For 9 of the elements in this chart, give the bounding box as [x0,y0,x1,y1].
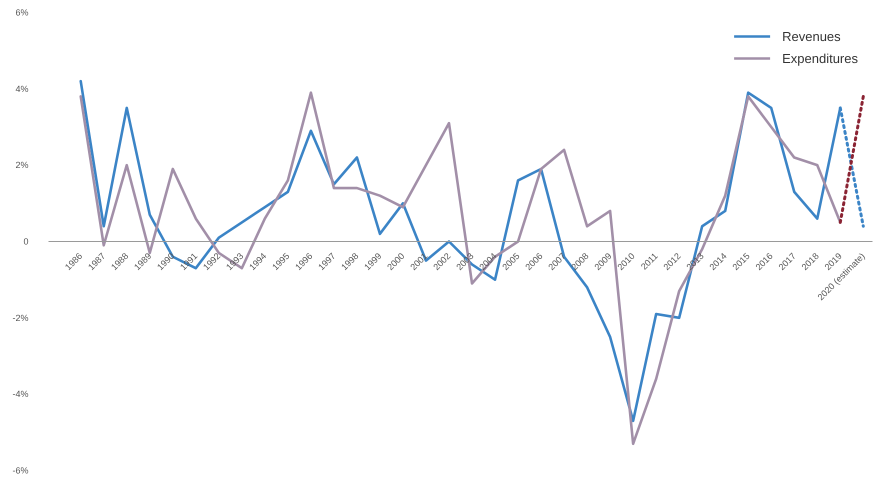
y-tick-label: -2% [12,312,29,323]
legend-label: Expenditures [782,50,858,66]
y-tick-label: 4% [15,84,29,94]
y-tick-label: 2% [15,160,29,170]
y-tick-label: 0 [23,236,29,246]
y-tick-label: -6% [12,466,29,476]
legend-label: Revenues [782,28,841,44]
y-tick-label: -4% [12,389,29,400]
y-tick-label: 6% [15,8,29,18]
